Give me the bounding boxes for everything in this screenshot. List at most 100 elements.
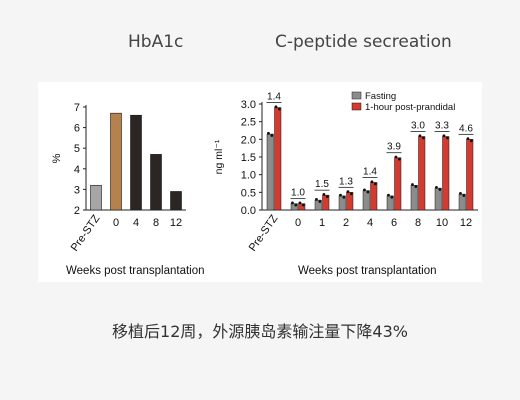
right-y-tick-label: 1.0 [241,170,256,182]
fasting-bar [338,195,346,211]
fasting-dot [339,193,342,197]
right-x-tick-label: Pre-STZ [247,213,281,254]
fasting-dot [318,200,322,203]
fasting-dot [459,191,462,195]
fasting-dot [342,195,346,199]
fasting-dot [414,185,418,189]
legend-swatch [351,102,362,111]
postprandial-bar [274,107,282,211]
fasting-bar [386,195,394,211]
fasting-dot [390,195,394,199]
postprandial-bar [442,136,450,211]
left-y-tick-label: 3 [74,184,80,196]
fasting-bar [410,185,418,211]
fasting-bar [314,199,322,211]
fasting-dot [411,183,414,186]
ratio-label: 4.6 [459,123,473,134]
postprandial-dot [322,193,326,196]
ratio-label: 1.0 [291,188,305,199]
fasting-dot [267,131,270,135]
postprandial-bar [370,182,378,211]
right-x-tick-label: 2 [343,217,349,229]
postprandial-bar [298,203,306,211]
postprandial-bar [322,194,330,211]
left-x-tick-label: 12 [170,217,182,229]
right-x-tick-label: 1 [319,217,325,229]
fasting-dot [435,185,438,189]
fasting-bar [362,190,370,211]
right-y-tick-label: 1.5 [241,152,256,164]
fasting-dot [363,188,366,192]
left-y-tick-label: 4 [74,164,80,176]
legend-swatch [351,91,362,100]
postprandial-bar [394,157,402,211]
postprandial-dot [442,134,446,138]
right-x-axis-label: Weeks post transplantation [298,265,437,277]
right-x-tick-label: 10 [436,217,448,229]
right-x-tick-label: 4 [367,217,373,229]
left-bar [110,112,122,211]
postprandial-dot [445,136,449,140]
left-y-tick-label: 6 [74,123,80,135]
fasting-dot [462,194,466,197]
postprandial-dot [349,192,353,196]
postprandial-dot [301,203,305,207]
fasting-dot [270,134,274,137]
hba1c-heading: HbA1c [128,32,184,52]
fasting-bar [458,193,466,211]
left-bar [130,114,142,211]
ratio-label: 3.9 [387,142,401,153]
left-bar [90,184,102,211]
ratio-label: 1.4 [267,92,281,103]
fasting-bar [266,133,274,211]
fasting-bar [434,187,442,211]
ratio-label: 1.4 [363,166,377,177]
postprandial-dot [373,182,377,186]
postprandial-dot [466,137,470,141]
left-y-axis-label: % [51,153,63,163]
postprandial-bar [418,136,426,211]
left-y-tick-label: 5 [74,143,80,155]
fasting-dot [387,193,390,197]
c-peptide-heading: C-peptide secreation [275,32,452,52]
ratio-label: 1.5 [315,179,329,190]
postprandial-bar [346,192,354,211]
postprandial-dot [274,105,278,109]
fasting-dot [294,203,298,207]
left-bar [170,191,182,211]
postprandial-dot [298,201,302,205]
right-y-tick-label: 3.0 [241,99,256,111]
ratio-label: 3.0 [411,121,425,132]
postprandial-dot [394,155,398,159]
left-x-tick-label: Pre-STZ [69,213,103,254]
right-y-tick-label: 2.0 [241,134,256,146]
fasting-dot [366,190,370,194]
left-y-tick-label: 7 [74,102,80,114]
right-x-tick-label: 0 [295,217,301,229]
left-x-axis-label: Weeks post transplantation [66,265,205,277]
fasting-dot [438,188,442,191]
fasting-bar [290,203,298,211]
left-y-tick-label: 2 [74,205,80,217]
right-y-tick-label: 0.0 [241,205,256,217]
legend-label: 1-hour post-prandidal [365,102,455,113]
postprandial-dot [325,195,329,198]
postprandial-dot [346,190,350,194]
right-x-tick-label: 6 [391,217,397,229]
postprandial-dot [469,139,473,143]
postprandial-dot [397,157,401,161]
left-x-tick-label: 0 [113,217,119,229]
figure-panel: 2 3 4 5 6 7% Pre-STZ 0 4 8 12 Weeks post transplant… [38,82,482,282]
ratio-label: 3.3 [435,121,449,132]
postprandial-dot [277,107,281,111]
ratio-label: 1.3 [339,176,353,187]
left-x-tick-label: 4 [133,217,139,229]
postprandial-bar [466,139,474,211]
legend-label: Fasting [365,91,396,102]
right-y-tick-label: 0.5 [241,187,256,199]
postprandial-dot [370,180,374,184]
left-x-tick-label: 8 [153,217,159,229]
fasting-dot [291,201,294,205]
left-bar [150,154,162,211]
